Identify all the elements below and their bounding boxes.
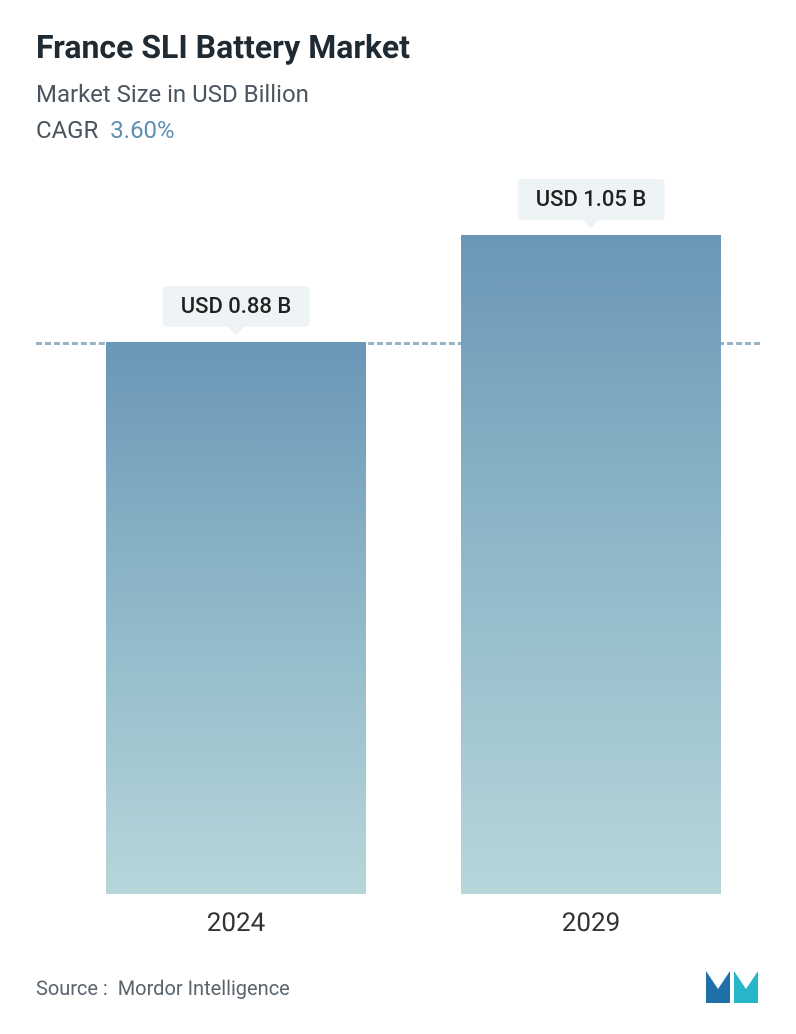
source-prefix: Source : [36, 976, 108, 1000]
footer: Source : Mordor Intelligence [36, 965, 760, 1010]
bar-2029: USD 1.05 B [461, 235, 721, 894]
mordor-logo-icon [704, 965, 760, 1010]
source-text: Source : Mordor Intelligence [36, 976, 290, 1000]
value-label-2029: USD 1.05 B [518, 179, 665, 220]
x-label-2029: 2029 [562, 908, 620, 938]
bar-fill-2024 [106, 342, 366, 894]
x-label-2024: 2024 [207, 908, 265, 938]
source-name: Mordor Intelligence [118, 976, 290, 1000]
value-label-2024: USD 0.88 B [163, 286, 310, 327]
cagr-label: CAGR [36, 116, 98, 144]
bar-2024: USD 0.88 B [106, 342, 366, 894]
chart-subtitle: Market Size in USD Billion [36, 80, 760, 108]
x-axis-labels: 2024 2029 [36, 908, 760, 948]
cagr-value: 3.60% [110, 116, 174, 144]
cagr-row: CAGR 3.60% [36, 116, 760, 144]
chart-area: USD 0.88 B USD 1.05 B [36, 204, 760, 894]
bar-fill-2029 [461, 235, 721, 894]
chart-title: France SLI Battery Market [36, 28, 760, 66]
